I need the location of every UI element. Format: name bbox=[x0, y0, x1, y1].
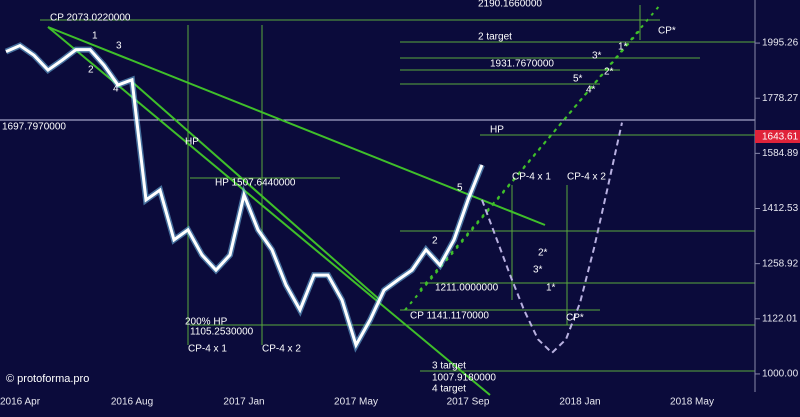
annotation: CP-4 x 2 bbox=[567, 172, 606, 183]
watermark: © protoforma.pro bbox=[6, 373, 89, 385]
annotation: HP 1507.6440000 bbox=[215, 178, 296, 189]
annotation: 200% HP bbox=[185, 317, 228, 328]
y-tick-label: 1584.89 bbox=[762, 148, 799, 159]
annotation: 1* bbox=[546, 283, 556, 294]
annotation: 4 target bbox=[432, 384, 466, 395]
annotation: 1697.7970000 bbox=[2, 122, 66, 133]
annotation: 3* bbox=[592, 51, 602, 62]
annotation: 4* bbox=[586, 85, 596, 96]
y-tick-label: 1995.26 bbox=[762, 38, 799, 49]
x-tick-label: 2016 Apr bbox=[0, 397, 41, 408]
annotation: 1 bbox=[92, 31, 98, 42]
x-tick-label: 2018 May bbox=[670, 397, 714, 408]
level-lines bbox=[0, 5, 755, 372]
annotation: 3 target bbox=[432, 361, 466, 372]
projection-line bbox=[481, 122, 623, 355]
annotation: 3 bbox=[116, 41, 122, 52]
x-tick-label: 2017 Sep bbox=[447, 397, 490, 408]
annotation: 1931.7670000 bbox=[490, 59, 554, 70]
trend-lines bbox=[47, 4, 661, 396]
x-tick-label: 2018 Jan bbox=[559, 397, 600, 408]
annotation: CP* bbox=[566, 313, 584, 324]
x-tick-label: 2016 Aug bbox=[111, 397, 153, 408]
y-tick-label: 1778.27 bbox=[762, 93, 799, 104]
annotation: 4 bbox=[113, 84, 119, 95]
annotation: 5 bbox=[457, 183, 463, 194]
annotation: HP bbox=[490, 125, 504, 136]
annotation: 2 bbox=[432, 236, 438, 247]
annotation: 5* bbox=[573, 74, 583, 85]
y-tick-label: 1258.92 bbox=[762, 258, 799, 269]
last-price-badge bbox=[755, 130, 800, 143]
annotation: 3* bbox=[533, 265, 543, 276]
annotation: 1105.2530000 bbox=[190, 327, 254, 338]
y-tick-label: 1000.00 bbox=[762, 369, 799, 380]
annotation: CP* bbox=[658, 26, 676, 37]
annotation: CP-4 x 2 bbox=[262, 344, 301, 355]
annotation: 2* bbox=[604, 67, 614, 78]
annotation: 2 bbox=[88, 65, 94, 76]
annotation: CP 1141.1170000 bbox=[410, 311, 489, 322]
last-price: 1643.61 bbox=[762, 132, 799, 143]
annotation: CP 2073.0220000 bbox=[50, 13, 131, 24]
annotation: CP-4 x 1 bbox=[188, 344, 227, 355]
y-tick-label: 1122.01 bbox=[762, 313, 798, 324]
annotation: CP-4 x 1 bbox=[512, 172, 551, 183]
annotation: HP bbox=[185, 137, 199, 148]
annotation: 1007.9180000 bbox=[432, 373, 496, 384]
annotation: 2190.1660000 bbox=[478, 0, 542, 10]
annotation: 2* bbox=[538, 248, 548, 259]
y-tick-label: 1412.53 bbox=[762, 203, 799, 214]
x-tick-label: 2017 May bbox=[334, 397, 378, 408]
price-line bbox=[5, 43, 484, 349]
x-tick-label: 2017 Jan bbox=[223, 397, 264, 408]
annotation: 1* bbox=[618, 42, 628, 53]
annotation: 2 target bbox=[478, 32, 512, 43]
annotation: 1211.0000000 bbox=[435, 283, 499, 294]
